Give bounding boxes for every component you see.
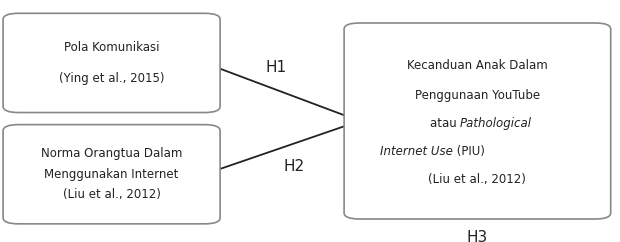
Text: H1: H1: [265, 60, 286, 75]
Text: (Ying et al., 2015): (Ying et al., 2015): [59, 72, 164, 85]
Text: Internet Use: Internet Use: [379, 145, 453, 158]
Text: Pola Komunikasi: Pola Komunikasi: [64, 41, 159, 54]
Text: Menggunakan Internet: Menggunakan Internet: [45, 168, 179, 181]
Text: (PIU): (PIU): [453, 145, 484, 158]
FancyBboxPatch shape: [3, 125, 220, 224]
Text: Penggunaan YouTube: Penggunaan YouTube: [415, 90, 540, 102]
FancyBboxPatch shape: [344, 23, 611, 219]
Text: (Liu et al., 2012): (Liu et al., 2012): [63, 188, 161, 201]
Text: (Liu et al., 2012): (Liu et al., 2012): [428, 173, 526, 186]
Text: Norma Orangtua Dalam: Norma Orangtua Dalam: [41, 147, 182, 160]
FancyBboxPatch shape: [3, 13, 220, 113]
Text: atau: atau: [430, 117, 460, 130]
Text: Pathological: Pathological: [460, 117, 532, 130]
Text: H2: H2: [284, 159, 305, 174]
Text: H3: H3: [467, 230, 488, 242]
Text: Kecanduan Anak Dalam: Kecanduan Anak Dalam: [407, 59, 548, 72]
